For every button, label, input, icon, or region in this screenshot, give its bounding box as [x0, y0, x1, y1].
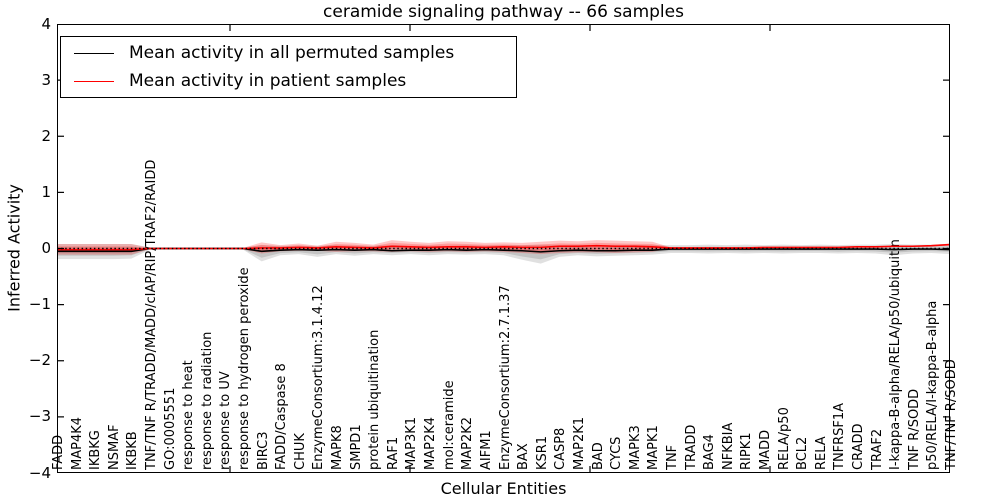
- plot-area: [57, 24, 950, 473]
- y-tick-label: 1: [41, 182, 51, 201]
- y-tick-label: 4: [41, 14, 51, 33]
- y-tick-label: −4: [28, 463, 51, 482]
- y-tick-label: 0: [41, 239, 51, 257]
- legend-entry: Mean activity in patient samples: [61, 67, 516, 95]
- plot-frame: [57, 24, 950, 473]
- legend-entry: Mean activity in all permuted samples: [61, 39, 516, 67]
- x-axis-label: Cellular Entities: [440, 479, 567, 498]
- legend: Mean activity in all permuted samples Mea…: [60, 36, 517, 98]
- legend-line-sample: [74, 80, 114, 82]
- plot-title: ceramide signaling pathway -- 66 samples: [323, 2, 684, 22]
- legend-label: Mean activity in all permuted samples: [129, 43, 455, 63]
- y-tick-label: −3: [28, 407, 51, 426]
- y-tick-label: −2: [28, 351, 51, 370]
- legend-line-sample: [74, 52, 114, 54]
- y-tick-label: 3: [41, 70, 51, 89]
- legend-label: Mean activity in patient samples: [129, 71, 407, 91]
- y-tick-label: 2: [41, 126, 51, 145]
- y-tick-label: −1: [28, 295, 51, 314]
